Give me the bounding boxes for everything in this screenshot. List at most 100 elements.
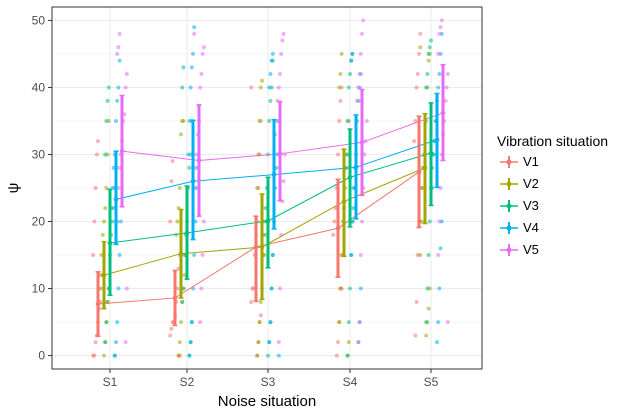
raw-point	[181, 118, 186, 123]
legend-label: V1	[523, 154, 539, 169]
raw-point	[278, 286, 282, 291]
mean-point	[107, 240, 113, 246]
raw-point	[337, 320, 342, 325]
raw-point	[429, 38, 433, 43]
raw-point	[279, 51, 284, 56]
raw-point	[349, 253, 354, 258]
raw-point	[189, 65, 194, 70]
raw-point	[348, 72, 352, 77]
y-axis-title: ψ	[5, 183, 22, 194]
raw-point	[413, 118, 418, 123]
raw-point	[192, 31, 197, 36]
mean-point	[259, 244, 265, 250]
raw-point	[267, 85, 272, 90]
raw-point	[114, 118, 118, 123]
y-axis: 0 10 20 30 40 50	[32, 13, 52, 363]
raw-point	[180, 299, 185, 304]
raw-point	[357, 320, 362, 325]
raw-point	[104, 118, 109, 123]
raw-point	[331, 232, 336, 237]
raw-point	[104, 320, 109, 325]
raw-point	[93, 340, 98, 345]
raw-point	[103, 206, 108, 211]
x-tick-label: S5	[424, 375, 439, 389]
mean-point	[184, 230, 190, 236]
raw-point	[332, 219, 337, 224]
mean-point	[253, 244, 259, 250]
raw-point	[415, 72, 420, 77]
raw-point	[426, 253, 431, 258]
mean-point	[434, 137, 440, 143]
legend-key-point	[506, 247, 512, 253]
raw-point	[188, 340, 193, 345]
raw-point	[260, 78, 264, 83]
raw-point	[169, 326, 174, 331]
raw-point	[425, 72, 430, 77]
raw-point	[436, 85, 441, 90]
raw-point	[346, 85, 351, 90]
raw-point	[338, 72, 343, 77]
legend-label: V2	[523, 176, 539, 191]
raw-point	[92, 219, 97, 224]
raw-point	[360, 219, 364, 224]
mean-point	[440, 110, 446, 116]
raw-point	[350, 51, 355, 56]
raw-point	[177, 186, 182, 190]
raw-point	[200, 51, 205, 56]
y-tick-label: 10	[32, 282, 46, 296]
raw-point	[339, 51, 344, 56]
raw-point	[418, 31, 423, 36]
raw-point	[418, 45, 423, 50]
legend-title: Vibration situation	[497, 133, 608, 149]
raw-point	[437, 286, 442, 291]
raw-point	[427, 45, 432, 50]
raw-point	[336, 340, 340, 345]
raw-point	[424, 320, 429, 325]
raw-point	[118, 219, 123, 224]
raw-point	[276, 85, 281, 90]
mean-point	[335, 225, 341, 231]
x-tick-label: S2	[180, 375, 195, 389]
raw-point	[437, 31, 442, 36]
y-tick-label: 0	[38, 349, 45, 363]
raw-point	[424, 333, 429, 338]
raw-point	[104, 186, 109, 190]
raw-point	[198, 320, 203, 325]
mean-point	[172, 295, 178, 301]
mean-point	[95, 301, 101, 307]
raw-point	[281, 31, 286, 36]
raw-point	[281, 179, 286, 184]
raw-point	[425, 286, 430, 291]
raw-point	[360, 31, 364, 36]
raw-point	[198, 85, 203, 90]
raw-point	[270, 253, 275, 258]
raw-point	[177, 340, 182, 345]
mean-point	[341, 199, 347, 204]
raw-point	[249, 85, 254, 90]
raw-point	[187, 353, 192, 358]
raw-point	[445, 320, 450, 325]
raw-point	[181, 65, 186, 70]
raw-point	[255, 353, 260, 358]
raw-point	[418, 253, 423, 258]
raw-point	[117, 253, 122, 258]
mean-point	[113, 197, 119, 202]
raw-point	[349, 58, 354, 63]
raw-point	[116, 45, 121, 50]
raw-point	[199, 286, 204, 291]
raw-point	[437, 219, 442, 224]
x-axis: S1 S2 S3 S4 S5	[103, 369, 439, 389]
raw-point	[200, 253, 205, 258]
raw-point	[437, 72, 442, 77]
raw-point	[115, 51, 120, 56]
y-tick-label: 30	[32, 147, 46, 161]
legend-key-point	[506, 159, 512, 165]
raw-point	[170, 159, 175, 164]
raw-point	[426, 58, 431, 63]
raw-point	[115, 320, 120, 325]
raw-point	[93, 186, 98, 190]
raw-point	[426, 306, 431, 311]
raw-point	[192, 253, 197, 258]
raw-point	[123, 340, 128, 345]
raw-point	[338, 98, 343, 103]
